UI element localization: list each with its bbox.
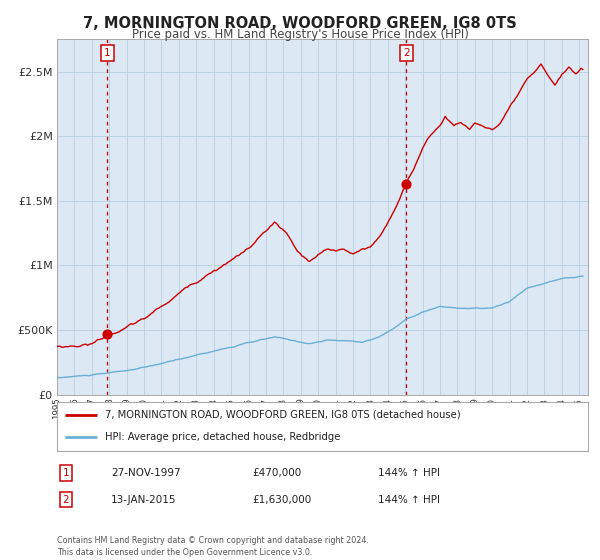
- Text: £470,000: £470,000: [252, 468, 301, 478]
- Text: 13-JAN-2015: 13-JAN-2015: [111, 494, 176, 505]
- Text: 2: 2: [403, 48, 409, 58]
- Text: 7, MORNINGTON ROAD, WOODFORD GREEN, IG8 0TS: 7, MORNINGTON ROAD, WOODFORD GREEN, IG8 …: [83, 16, 517, 31]
- Text: £1,630,000: £1,630,000: [252, 494, 311, 505]
- Text: Contains HM Land Registry data © Crown copyright and database right 2024.
This d: Contains HM Land Registry data © Crown c…: [57, 536, 369, 557]
- Point: [103, 329, 112, 338]
- Text: 7, MORNINGTON ROAD, WOODFORD GREEN, IG8 0TS (detached house): 7, MORNINGTON ROAD, WOODFORD GREEN, IG8 …: [105, 410, 460, 420]
- Text: 144% ↑ HPI: 144% ↑ HPI: [378, 468, 440, 478]
- Point: [401, 180, 411, 189]
- Text: HPI: Average price, detached house, Redbridge: HPI: Average price, detached house, Redb…: [105, 432, 340, 442]
- Text: 2: 2: [62, 494, 70, 505]
- Text: 1: 1: [62, 468, 70, 478]
- Text: 1: 1: [104, 48, 111, 58]
- Text: 144% ↑ HPI: 144% ↑ HPI: [378, 494, 440, 505]
- Text: 27-NOV-1997: 27-NOV-1997: [111, 468, 181, 478]
- Text: Price paid vs. HM Land Registry's House Price Index (HPI): Price paid vs. HM Land Registry's House …: [131, 28, 469, 41]
